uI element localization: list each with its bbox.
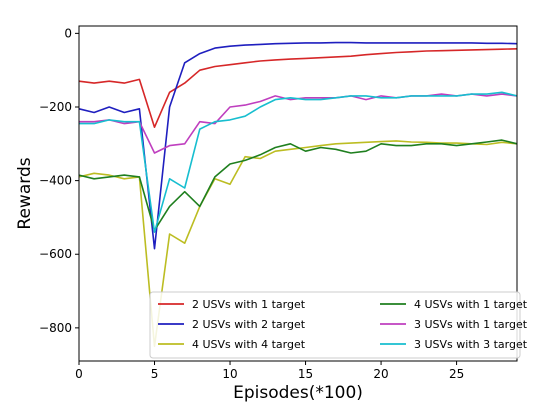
legend-label-6: 3 USVs with 3 target — [414, 338, 528, 351]
y-tick-label: −800 — [39, 321, 72, 335]
x-tick-label: 0 — [75, 367, 83, 381]
series-line-1 — [78, 48, 518, 128]
legend-label-4: 4 USVs with 1 target — [414, 298, 528, 311]
x-tick-label: 25 — [449, 367, 464, 381]
plot-frame — [78, 25, 518, 362]
legend-label-5: 3 USVs with 1 target — [414, 318, 528, 331]
x-tick-label: 15 — [298, 367, 313, 381]
series-line-6 — [79, 91, 518, 233]
axes: 0 5 10 15 20 25 0 −200 −400 −600 −800 — [39, 25, 518, 381]
x-tick-label: 20 — [373, 367, 388, 381]
legend-label-3: 4 USVs with 4 target — [192, 338, 306, 351]
y-tick-label: −600 — [39, 247, 72, 261]
x-tick-label: 5 — [151, 367, 159, 381]
y-tick-label: 0 — [64, 26, 72, 40]
legend-label-1: 2 USVs with 1 target — [192, 298, 306, 311]
y-axis-title: Rewards — [15, 157, 35, 229]
legend: 2 USVs with 1 target 2 USVs with 2 target… — [149, 291, 528, 359]
y-tick-label: −200 — [39, 100, 72, 114]
series-line-4 — [78, 139, 518, 232]
y-tick-label: −400 — [39, 174, 72, 188]
legend-box — [149, 291, 521, 359]
legend-label-2: 2 USVs with 2 target — [192, 318, 306, 331]
x-axis-title: Episodes(*100) — [233, 383, 363, 403]
x-tick-label: 10 — [222, 367, 237, 381]
series-line-2 — [78, 41, 518, 250]
